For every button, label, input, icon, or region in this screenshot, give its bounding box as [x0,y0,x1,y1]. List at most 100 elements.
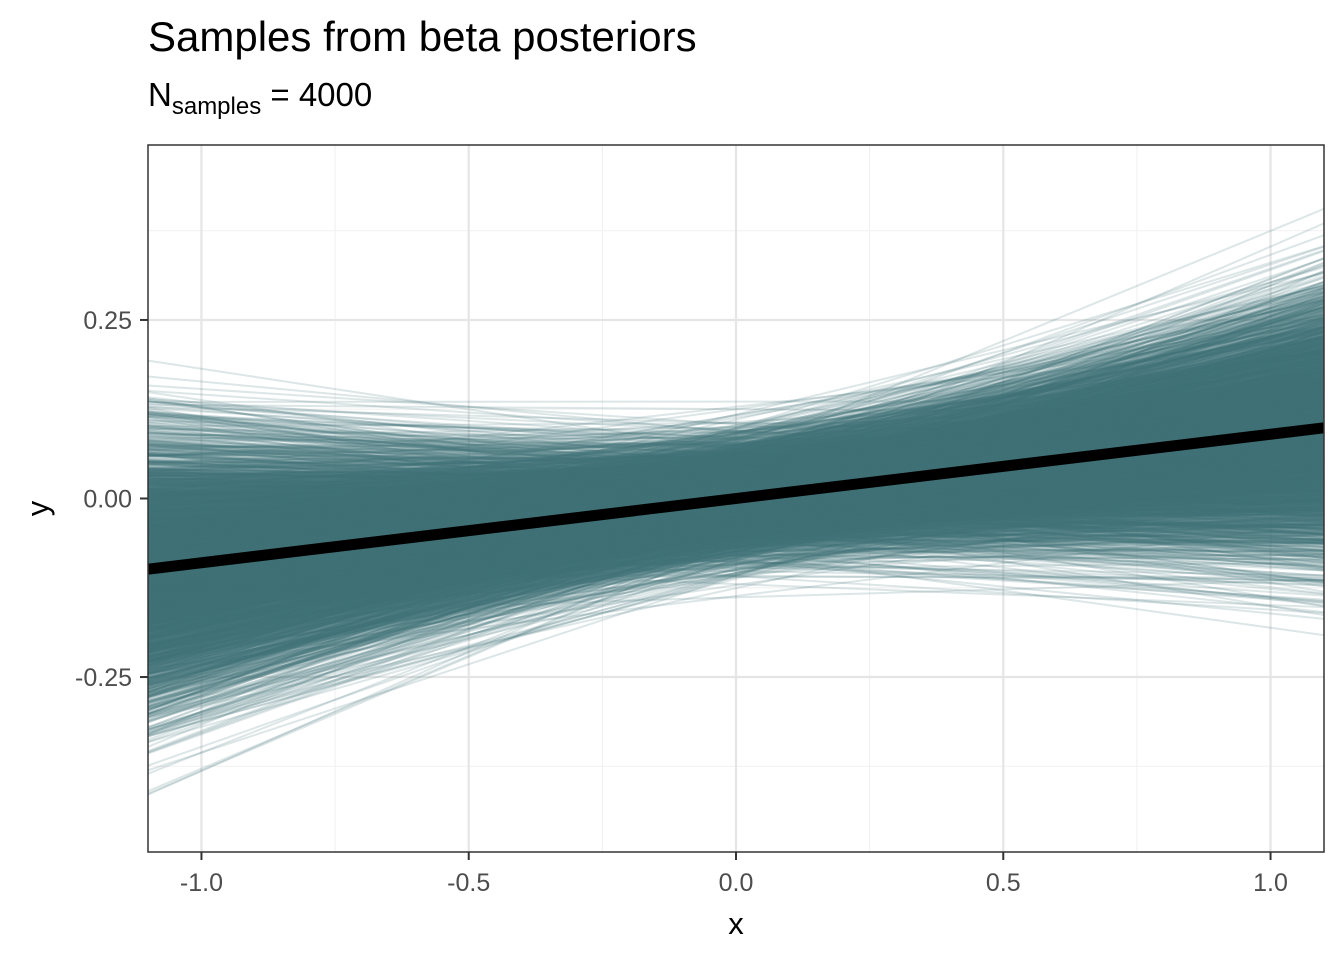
sample-line [147,423,1325,540]
sample-line [147,403,1325,605]
sample-line [147,444,1325,484]
sample-line [147,431,1325,599]
sample-line [147,371,1325,493]
sample-line [147,330,1325,737]
sample-line [147,456,1325,599]
sample-line [147,311,1325,582]
sample-line [147,459,1325,598]
sample-line [147,344,1325,676]
sample-line [147,452,1325,613]
sample-line [147,503,1325,532]
sample-line [147,438,1325,585]
sample-line [147,369,1325,698]
sample-line [147,418,1325,653]
sample-line [147,463,1325,502]
sample-line [147,334,1325,677]
sample-line [147,479,1325,497]
sample-line [147,375,1325,489]
sample-line [147,429,1325,611]
sample-line [147,460,1325,588]
sample-line [147,234,1325,668]
sample-line [147,399,1325,539]
sample-line [147,341,1325,624]
sample-line [147,400,1325,620]
sample-line [147,399,1325,559]
sample-line [147,488,1325,578]
sample-line [147,413,1325,500]
sample-line [147,478,1325,539]
sample-line [147,403,1325,415]
sample-line [147,287,1325,694]
sample-line [147,507,1325,540]
sample-line [147,380,1325,703]
sample-line [147,300,1325,551]
sample-line [147,464,1325,503]
sample-line [147,372,1325,539]
sample-line [147,386,1325,541]
sample-line [147,270,1325,640]
sample-line [147,433,1325,670]
sample-line [147,356,1325,597]
sample-line [147,417,1325,437]
sample-line [147,327,1325,648]
sample-line [147,401,1325,538]
sample-line [147,463,1325,498]
sample-line [147,398,1325,615]
sample-line [147,364,1325,560]
sample-line [147,352,1325,611]
sample-line [147,472,1325,618]
sample-line [147,410,1325,545]
sample-line [147,459,1325,498]
sample-line [147,452,1325,517]
sample-line [147,361,1325,685]
sample-line [147,461,1325,583]
sample-line [147,493,1325,632]
sample-line [147,417,1325,491]
sample-line [147,421,1325,498]
sample-line [147,529,1325,543]
sample-line [147,341,1325,731]
sample-line [147,449,1325,621]
sample-line [147,500,1325,525]
sample-line [147,455,1325,508]
sample-line [147,392,1325,628]
sample-line [147,331,1325,651]
sample-line [147,444,1325,531]
sample-line [147,393,1325,649]
sample-line [147,510,1325,539]
sample-line [147,509,1325,514]
sample-line [147,448,1325,515]
sample-line [147,300,1325,733]
sample-line [147,430,1325,669]
sample-line [147,370,1325,562]
sample-line [147,463,1325,625]
sample-line [147,417,1325,541]
sample-line [147,487,1325,531]
sample-line [147,465,1325,479]
sample-line [147,351,1325,597]
sample-line [147,377,1325,631]
sample-line [147,424,1325,514]
sample-line [147,382,1325,597]
sample-line [147,420,1325,556]
sample-line [147,458,1325,477]
sample-line [147,418,1325,492]
sample-line [147,410,1325,563]
sample-line [147,435,1325,594]
sample-line [147,351,1325,616]
sample-line [147,509,1325,571]
sample-line [147,483,1325,576]
sample-line [147,408,1325,567]
sample-line [147,322,1325,603]
sample-line [147,451,1325,516]
sample-line [147,398,1325,540]
sample-line [147,477,1325,542]
sample-line [147,406,1325,552]
sample-line [147,421,1325,551]
sample-line [147,357,1325,540]
sample-line [147,449,1325,620]
sample-line [147,453,1325,591]
sample-line [147,449,1325,606]
sample-line [147,469,1325,554]
sample-line [147,350,1325,566]
